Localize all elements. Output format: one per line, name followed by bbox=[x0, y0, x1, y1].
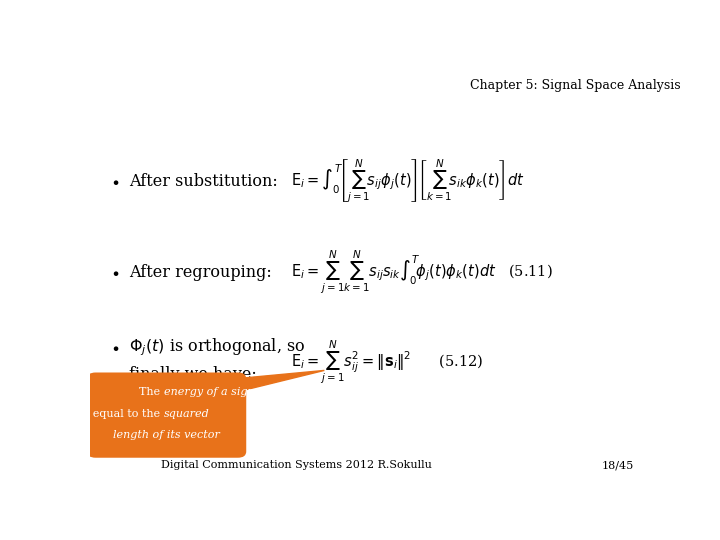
Text: After substitution:: After substitution: bbox=[129, 173, 278, 190]
Polygon shape bbox=[174, 370, 324, 397]
Text: length of its vector: length of its vector bbox=[113, 430, 220, 441]
Text: Chapter 5: Signal Space Analysis: Chapter 5: Signal Space Analysis bbox=[470, 79, 681, 92]
Text: squared: squared bbox=[164, 409, 210, 419]
Text: $\mathrm{E}_i = \sum_{j=1}^{N} s_{ij}^2  =  \|\mathbf{s}_i\|^2$      (5.12): $\mathrm{E}_i = \sum_{j=1}^{N} s_{ij}^2 … bbox=[291, 339, 483, 386]
Text: $\bullet$: $\bullet$ bbox=[109, 174, 119, 188]
Text: After regrouping:: After regrouping: bbox=[129, 264, 272, 281]
Text: is equal to the: is equal to the bbox=[81, 409, 164, 419]
Text: $\bullet$: $\bullet$ bbox=[109, 340, 119, 355]
FancyBboxPatch shape bbox=[87, 373, 246, 458]
Text: $\mathrm{E}_i = \int_0^T \!\left[\sum_{j=1}^{N}\! s_{ij}\phi_j(t)\right]\!\left[: $\mathrm{E}_i = \int_0^T \!\left[\sum_{j… bbox=[291, 158, 525, 205]
Text: Digital Communication Systems 2012 R.Sokullu: Digital Communication Systems 2012 R.Sok… bbox=[161, 460, 432, 470]
Text: $\Phi_j(t)$ is orthogonal, so: $\Phi_j(t)$ is orthogonal, so bbox=[129, 337, 305, 359]
Text: $\mathrm{E}_i = \sum_{j=1}^{N}\sum_{k=1}^{N} s_{ij}s_{ik}\int_0^T\! \phi_j(t)\ph: $\mathrm{E}_i = \sum_{j=1}^{N}\sum_{k=1}… bbox=[291, 249, 553, 296]
Text: energy of a signal: energy of a signal bbox=[164, 387, 265, 397]
Text: finally we have:: finally we have: bbox=[129, 366, 257, 383]
Text: The: The bbox=[139, 387, 164, 397]
Text: 18/45: 18/45 bbox=[602, 460, 634, 470]
Text: $\bullet$: $\bullet$ bbox=[109, 265, 119, 280]
